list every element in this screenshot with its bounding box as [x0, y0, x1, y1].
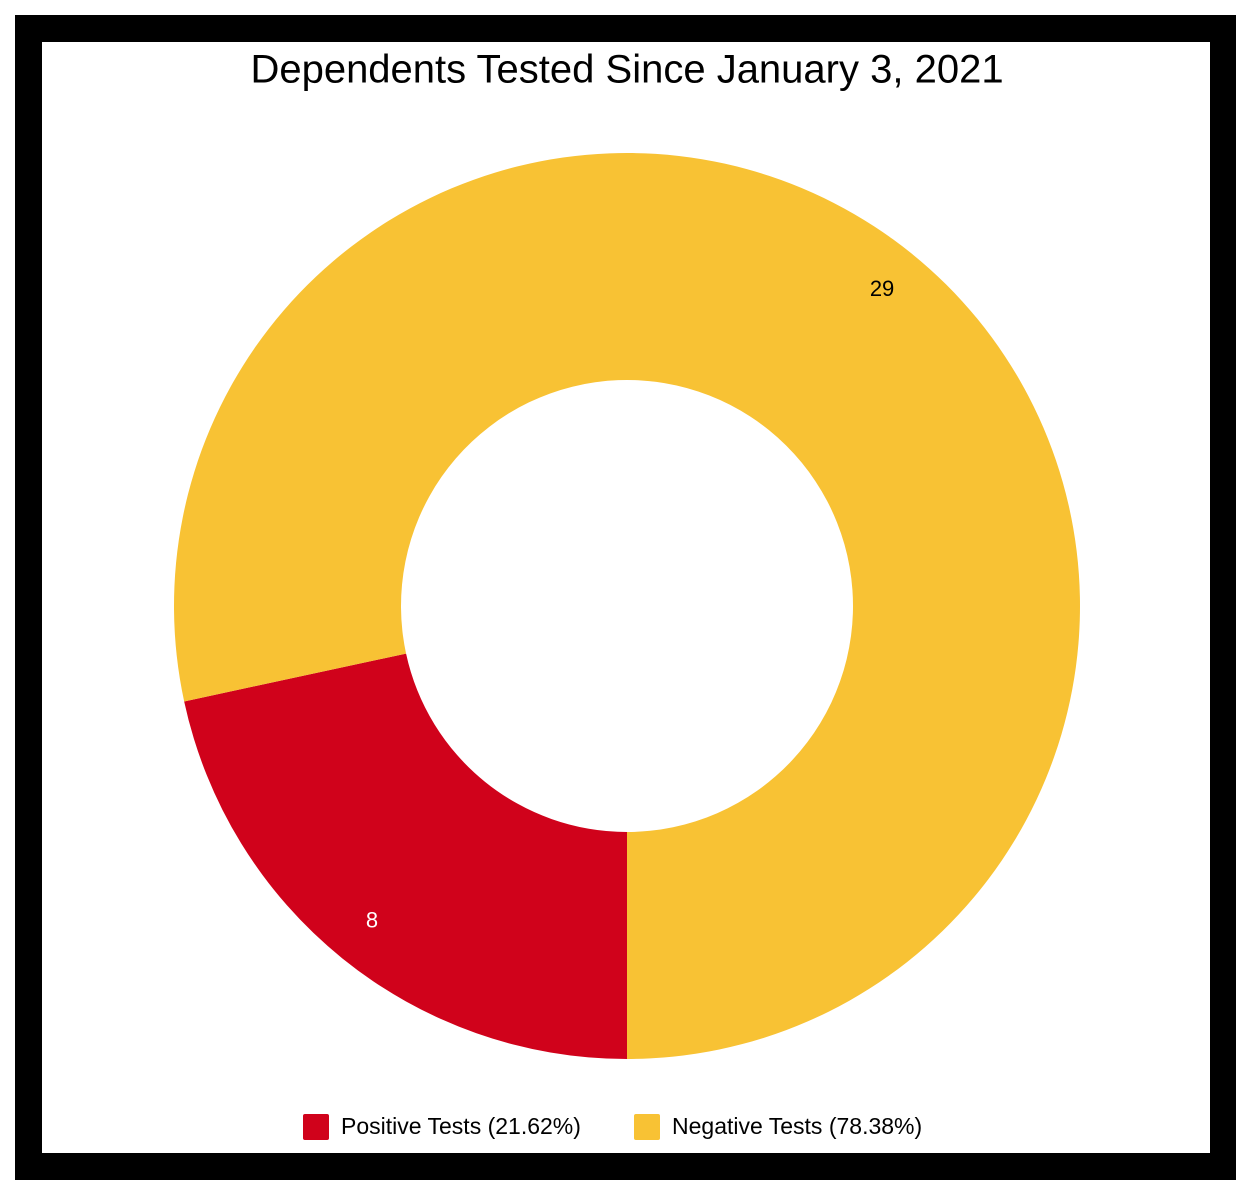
legend-label: Negative Tests (78.38%) — [672, 1113, 922, 1139]
donut-slice — [173, 152, 1080, 1060]
legend-swatch — [303, 1114, 329, 1140]
chart-title: Dependents Tested Since January 3, 2021 — [250, 48, 1003, 92]
data-label: 29 — [870, 276, 894, 301]
legend-swatch — [634, 1114, 660, 1140]
data-label: 8 — [366, 908, 378, 933]
legend-label: Positive Tests (21.62%) — [341, 1113, 581, 1139]
donut-slice — [184, 653, 627, 1059]
